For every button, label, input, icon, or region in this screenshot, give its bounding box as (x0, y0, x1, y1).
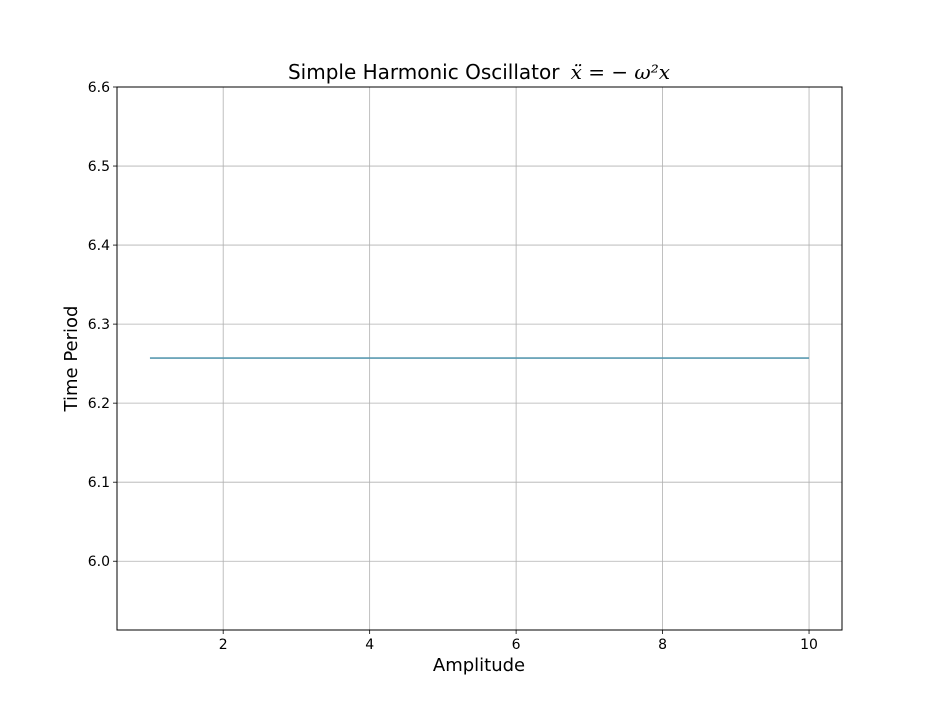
chart-title: Simple Harmonic Oscillator ẍ = − ω²x (288, 60, 670, 84)
y-tick-label: 6.2 (88, 396, 110, 412)
chart-title-text: Simple Harmonic Oscillator (288, 60, 560, 84)
x-tick-label: 10 (800, 637, 818, 653)
y-tick-label: 6.5 (88, 159, 110, 175)
y-tick-label: 6.3 (88, 317, 110, 333)
x-tick-label: 8 (658, 637, 667, 653)
y-tick-label: 6.6 (88, 80, 110, 96)
x-tick-label: 6 (512, 637, 521, 653)
chart-title-math: ẍ = − ω²x (571, 60, 670, 84)
y-axis-ticks: 6.0 6.1 6.2 6.3 6.4 6.5 6.6 (88, 80, 117, 570)
x-axis-label: Amplitude (433, 655, 525, 676)
y-axis-label: Time Period (61, 306, 82, 413)
y-tick-label: 6.0 (88, 554, 110, 570)
x-axis-ticks: 2 4 6 8 10 (219, 630, 818, 653)
y-tick-label: 6.1 (88, 475, 110, 491)
x-tick-label: 2 (219, 637, 228, 653)
x-tick-label: 4 (365, 637, 374, 653)
y-tick-label: 6.4 (88, 238, 110, 254)
plot-frame (116, 86, 843, 631)
